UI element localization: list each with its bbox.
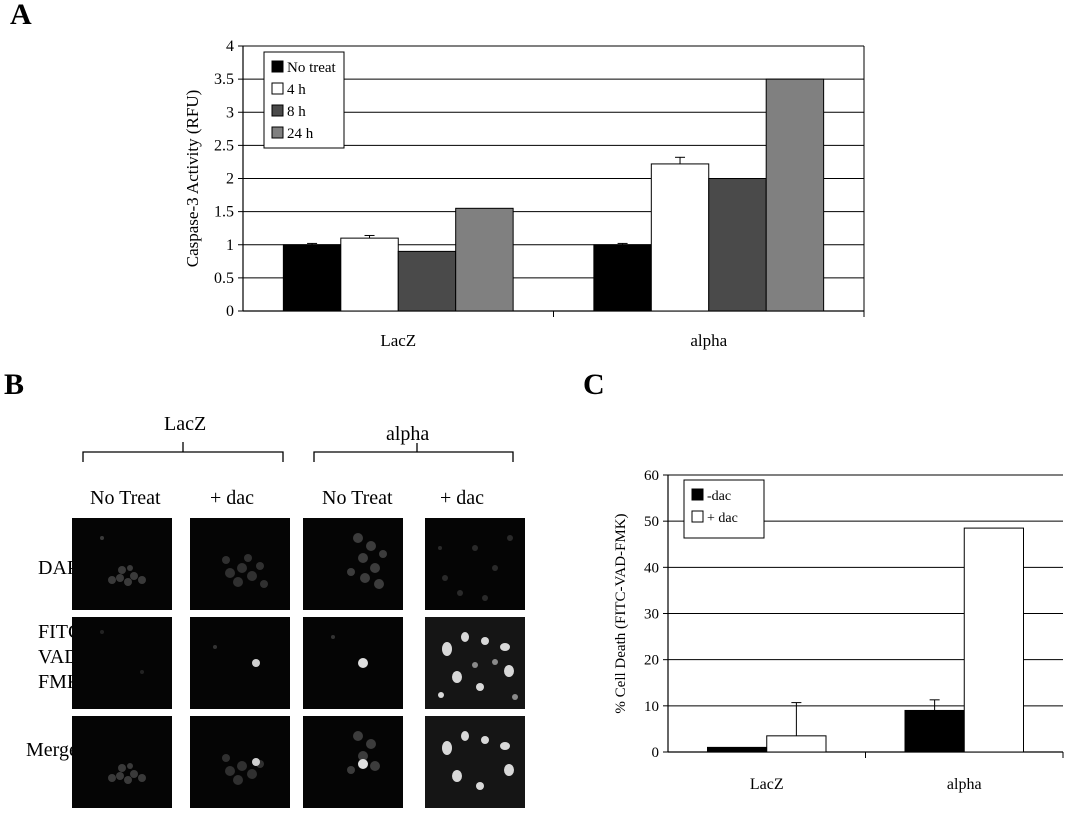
micrograph-dapi-alpha-no-treat bbox=[303, 518, 403, 610]
y-tick-label: 0.5 bbox=[214, 270, 234, 287]
y-axis-label: Caspase-3 Activity (RFU) bbox=[183, 90, 202, 268]
y-tick-label: 1.5 bbox=[214, 204, 234, 221]
y-axis-label: % Cell Death (FITC-VAD-FMK) bbox=[613, 513, 629, 713]
bar bbox=[963, 527, 1024, 753]
legend-swatch bbox=[691, 510, 704, 523]
legend-swatch bbox=[271, 104, 284, 117]
column-label-lacz-dac: + dac bbox=[210, 487, 255, 509]
bar bbox=[397, 250, 457, 312]
bar bbox=[904, 709, 965, 753]
panel-label-a: A bbox=[10, 0, 32, 31]
bar bbox=[766, 735, 827, 753]
bracket-alpha bbox=[313, 451, 514, 462]
y-tick-label: 0 bbox=[226, 303, 234, 320]
row-label-merge: Merge bbox=[26, 739, 78, 761]
bar bbox=[707, 746, 768, 753]
group-label-alpha: alpha bbox=[386, 423, 430, 445]
category-label: alpha bbox=[947, 776, 982, 793]
bracket-lacz bbox=[82, 451, 284, 462]
micrograph-merge-alpha-dac bbox=[425, 716, 525, 808]
y-tick-label: 20 bbox=[644, 653, 659, 669]
panel-label-c: C bbox=[583, 368, 605, 401]
column-label-alpha-no-treat: No Treat bbox=[322, 487, 393, 509]
micrograph-merge-lacz-no-treat bbox=[72, 716, 172, 808]
legend-swatch bbox=[271, 126, 284, 139]
y-tick-label: 2.5 bbox=[214, 137, 234, 154]
micrograph-fitc-lacz-no-treat bbox=[72, 617, 172, 709]
category-label: LacZ bbox=[750, 776, 784, 793]
y-tick-label: 0 bbox=[652, 745, 660, 761]
micrograph-dapi-alpha-dac bbox=[425, 518, 525, 610]
y-tick-label: 4 bbox=[226, 38, 234, 55]
bar bbox=[593, 244, 652, 312]
bar bbox=[455, 207, 514, 312]
bar bbox=[340, 237, 399, 312]
caspase-bar-chart: 0 0.5 1 1.5 2 2.5 3 3.5 4 LacZ alpha Caspase-3 Acti… bbox=[183, 38, 865, 350]
category-label: LacZ bbox=[380, 331, 416, 350]
y-tick-label: 3.5 bbox=[214, 71, 234, 88]
category-label: alpha bbox=[690, 331, 727, 350]
legend-label: -dac bbox=[707, 489, 731, 504]
y-tick-label: 10 bbox=[644, 699, 659, 715]
column-label-lacz-no-treat: No Treat bbox=[90, 487, 161, 509]
legend-label: No treat bbox=[287, 60, 337, 76]
legend-label: + dac bbox=[707, 511, 738, 526]
bar bbox=[765, 78, 825, 312]
legend-label: 8 h bbox=[287, 104, 306, 120]
y-tick-label: 2 bbox=[226, 171, 234, 188]
micrograph-merge-alpha-no-treat bbox=[303, 716, 403, 808]
y-tick-label: 3 bbox=[226, 104, 234, 121]
micrograph-fitc-lacz-dac bbox=[190, 617, 290, 709]
legend-swatch bbox=[271, 82, 284, 95]
micrograph-merge-lacz-dac bbox=[190, 716, 290, 808]
micrograph-fitc-alpha-dac bbox=[425, 617, 525, 709]
y-tick-label: 1 bbox=[226, 237, 234, 254]
micrograph-fitc-alpha-no-treat bbox=[303, 617, 403, 709]
legend-label: 24 h bbox=[287, 126, 314, 142]
column-label-alpha-dac: + dac bbox=[440, 487, 485, 509]
group-label-lacz: LacZ bbox=[164, 413, 207, 435]
micrograph-dapi-lacz-dac bbox=[190, 518, 290, 610]
y-tick-label: 40 bbox=[644, 560, 659, 576]
micrograph-dapi-lacz-no-treat bbox=[72, 518, 172, 610]
group-brackets bbox=[82, 442, 514, 462]
y-tick-label: 30 bbox=[644, 607, 659, 623]
legend-label: 4 h bbox=[287, 82, 306, 98]
panel-label-b: B bbox=[4, 368, 25, 401]
y-tick-label: 60 bbox=[644, 468, 659, 484]
legend-swatch bbox=[691, 488, 704, 501]
y-tick-label: 50 bbox=[644, 514, 659, 530]
legend-swatch bbox=[271, 60, 284, 73]
